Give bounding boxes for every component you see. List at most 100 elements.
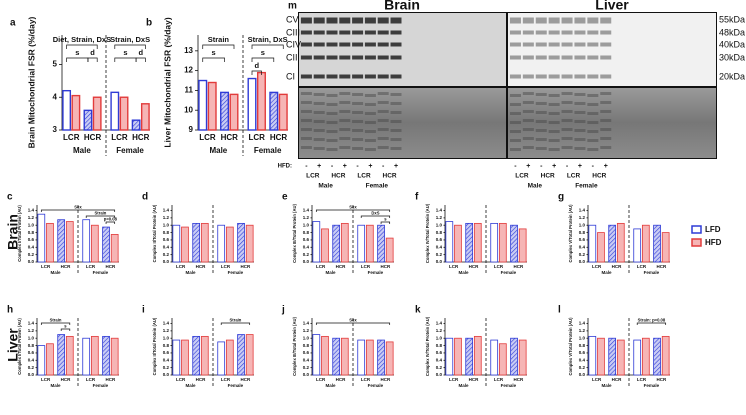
y-tick-label: 0.4 xyxy=(303,244,310,249)
blot-smear xyxy=(600,110,612,113)
bar xyxy=(510,224,518,263)
y-tick-label: 1.4 xyxy=(303,208,310,213)
y-tick-label: 0.0 xyxy=(436,259,443,264)
blot-smear xyxy=(561,119,573,122)
blot-smear xyxy=(364,112,376,115)
bar xyxy=(454,337,462,376)
hfd-sign: - xyxy=(540,163,543,170)
bar xyxy=(597,337,605,376)
annotation: Sex xyxy=(74,205,82,210)
annotation: s xyxy=(123,48,127,57)
bar xyxy=(377,339,385,376)
blot-smear xyxy=(535,93,547,96)
y-tick-label: 0.8 xyxy=(28,343,35,348)
x-tick-label: HCR xyxy=(336,377,346,382)
x-tick-label: LCR xyxy=(249,133,266,142)
blot-band xyxy=(522,55,534,60)
blot-band xyxy=(300,74,312,79)
x-tick-label: HCR xyxy=(469,264,479,269)
blot-smear xyxy=(364,148,376,151)
bar xyxy=(82,219,91,263)
bar xyxy=(445,337,454,376)
panel-letter: c xyxy=(7,192,13,203)
strain-label: LCR xyxy=(567,173,581,180)
tissue-title: Brain xyxy=(384,0,420,13)
legend-swatch xyxy=(691,225,702,234)
blot-smear xyxy=(377,119,389,122)
blot-smear xyxy=(352,129,364,132)
blot-band xyxy=(313,17,325,24)
blot-band xyxy=(326,42,338,47)
blot-smear xyxy=(535,138,547,141)
y-tick-label: 0.2 xyxy=(163,365,170,370)
group-label: Male xyxy=(459,270,470,275)
y-axis-label: Complex I/Total Protein (AU) xyxy=(17,205,22,262)
panel-letter: g xyxy=(558,192,564,203)
blot-band xyxy=(390,74,402,79)
y-tick-label: 0.2 xyxy=(28,365,35,370)
blot-band xyxy=(377,74,389,79)
bracket xyxy=(202,44,235,49)
panel-letter: f xyxy=(415,192,419,203)
blot-band xyxy=(339,42,351,47)
y-tick-label: 0.8 xyxy=(163,230,170,235)
y-tick-label: 1.0 xyxy=(579,222,586,227)
bar xyxy=(454,224,462,263)
hfd-sign: + xyxy=(604,163,608,170)
x-tick-label: HCR xyxy=(132,133,150,142)
blot-smear xyxy=(509,103,521,106)
y-tick-label: 0.6 xyxy=(579,350,586,355)
group-label: Female xyxy=(228,383,244,388)
x-tick-label: HCR xyxy=(240,264,250,269)
y-tick-label: 0.6 xyxy=(436,237,443,242)
bar xyxy=(616,339,625,376)
blot-band xyxy=(364,55,376,60)
bracket xyxy=(315,209,391,212)
x-tick-label: LCR xyxy=(176,264,186,269)
blot-band xyxy=(390,17,402,24)
blot-band xyxy=(561,55,573,60)
strain-label: LCR xyxy=(357,173,371,180)
x-tick-label: HCR xyxy=(61,377,71,382)
bar xyxy=(245,334,254,376)
blot-liver-total xyxy=(508,88,716,158)
group-label: Female xyxy=(254,146,282,155)
blot-smear xyxy=(548,130,560,133)
group-label: Male xyxy=(602,270,613,275)
blot-smear xyxy=(574,138,586,141)
blot-band xyxy=(377,17,389,24)
strain-label: HCR xyxy=(541,173,555,180)
blot-smear xyxy=(300,110,312,113)
annotation: Sex xyxy=(349,318,357,323)
bar xyxy=(46,343,54,376)
group-label: Female xyxy=(116,146,144,155)
blot-band xyxy=(326,17,338,24)
blot-band xyxy=(300,42,312,47)
group-label: Male xyxy=(209,146,227,155)
bar xyxy=(247,77,257,131)
annotation: s xyxy=(75,48,79,57)
blot-band xyxy=(364,30,376,35)
blot-smear xyxy=(352,138,364,141)
annotation: s xyxy=(64,324,67,329)
blot-band xyxy=(313,30,325,35)
annotation: Strain: p=0.08 xyxy=(638,318,666,323)
y-tick-label: 1.2 xyxy=(579,215,586,220)
bar xyxy=(65,221,74,263)
x-tick-label: LCR xyxy=(592,377,602,382)
bar xyxy=(90,335,99,376)
bar xyxy=(385,237,394,263)
y-tick-label: 5 xyxy=(53,60,58,69)
hfd-sign: + xyxy=(394,163,398,170)
strain-label: HCR xyxy=(383,173,397,180)
blot-smear xyxy=(377,92,389,95)
bar xyxy=(110,91,120,131)
blot-band xyxy=(535,42,547,47)
y-tick-label: 0.0 xyxy=(579,372,586,377)
blot-smear xyxy=(587,130,599,133)
y-tick-label: 0.2 xyxy=(436,252,443,257)
y-tick-label: 0.6 xyxy=(28,350,35,355)
bar xyxy=(181,226,189,263)
bracket xyxy=(251,44,284,49)
y-tick-label: 0.4 xyxy=(163,357,170,362)
